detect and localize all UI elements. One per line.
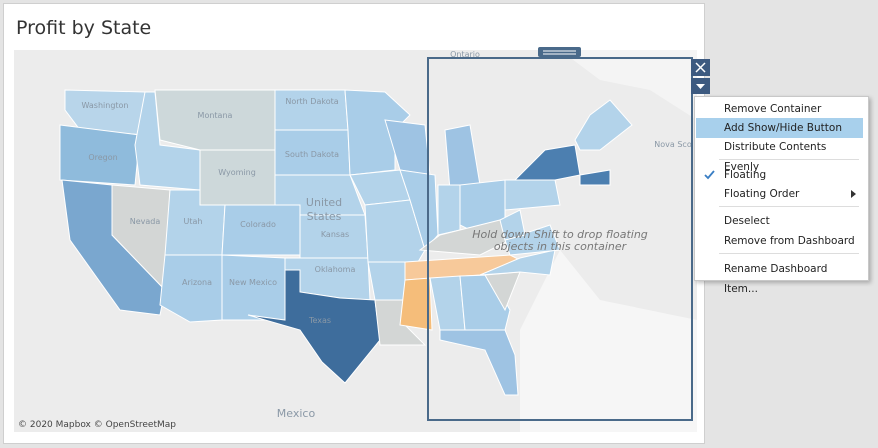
close-icon: [695, 62, 706, 73]
state[interactable]: [513, 144, 581, 181]
state[interactable]: [439, 329, 519, 396]
state[interactable]: [579, 169, 611, 186]
menu-item[interactable]: Distribute Contents Evenly: [724, 141, 827, 173]
state[interactable]: [504, 224, 561, 256]
state[interactable]: [221, 254, 286, 321]
map-label: Arizona: [182, 278, 212, 287]
attribution: © 2020 Mapbox © OpenStreetMap: [18, 420, 176, 430]
state[interactable]: [504, 179, 561, 211]
map-label: Montana: [198, 111, 233, 120]
state[interactable]: [364, 199, 426, 263]
map-label: New Mexico: [229, 278, 277, 287]
state[interactable]: [399, 277, 433, 331]
map-label: Oklahoma: [315, 265, 356, 274]
state[interactable]: [479, 249, 556, 276]
submenu-arrow: [851, 190, 856, 198]
map-label: Nova Sco: [654, 140, 692, 149]
map-label: Texas: [308, 316, 331, 325]
map-label: United: [306, 196, 342, 209]
state[interactable]: [221, 204, 301, 256]
map-label: Wyoming: [218, 168, 256, 177]
menu-item[interactable]: Remove from Dashboard: [724, 235, 855, 247]
container-outline[interactable]: [427, 57, 693, 421]
state[interactable]: [159, 254, 223, 323]
map-label: Oregon: [88, 153, 117, 162]
menu-item[interactable]: Add Show/Hide Button: [696, 118, 863, 138]
drop-hint: Hold down Shift to drop floating: [472, 228, 648, 241]
menu-item[interactable]: Rename Dashboard Item...: [724, 263, 828, 295]
check-icon: [704, 170, 715, 180]
menu-item[interactable]: Floating: [724, 169, 767, 181]
drop-hint: objects in this container: [494, 240, 628, 253]
map-label: Nevada: [130, 217, 161, 226]
map-label: North Dakota: [285, 97, 338, 106]
water: [520, 250, 697, 432]
map-label: South Dakota: [285, 150, 339, 159]
sheet-title: Profit by State: [16, 17, 152, 39]
context-menu: Remove Container Add Show/Hide Button Di…: [694, 96, 869, 295]
map-label: Ontario: [450, 50, 480, 59]
state[interactable]: [274, 89, 349, 131]
state[interactable]: [247, 269, 381, 384]
map-label: Colorado: [240, 220, 276, 229]
state[interactable]: [154, 89, 276, 151]
menu-item[interactable]: Deselect: [724, 215, 770, 227]
move-handle[interactable]: [538, 47, 581, 57]
map-labels: Ontario Nova Sco Washington Oregon Monta…: [81, 50, 691, 420]
menu-separator: [719, 206, 859, 207]
map-label: Washington: [81, 101, 128, 110]
states: [59, 89, 633, 396]
map-label: Mexico: [277, 407, 316, 420]
state[interactable]: [59, 124, 141, 186]
menu-item[interactable]: Floating Order: [724, 188, 800, 200]
map-label: States: [307, 210, 342, 223]
state[interactable]: [437, 184, 461, 236]
menu-separator: [719, 253, 859, 254]
state[interactable]: [499, 209, 526, 241]
menu-item[interactable]: Remove Container: [724, 103, 822, 115]
map-label: Kansas: [321, 230, 349, 239]
state[interactable]: [574, 99, 633, 151]
map-label: Utah: [184, 217, 203, 226]
dropdown-icon: [696, 84, 705, 89]
state[interactable]: [199, 149, 276, 206]
menu-separator: [719, 159, 859, 160]
